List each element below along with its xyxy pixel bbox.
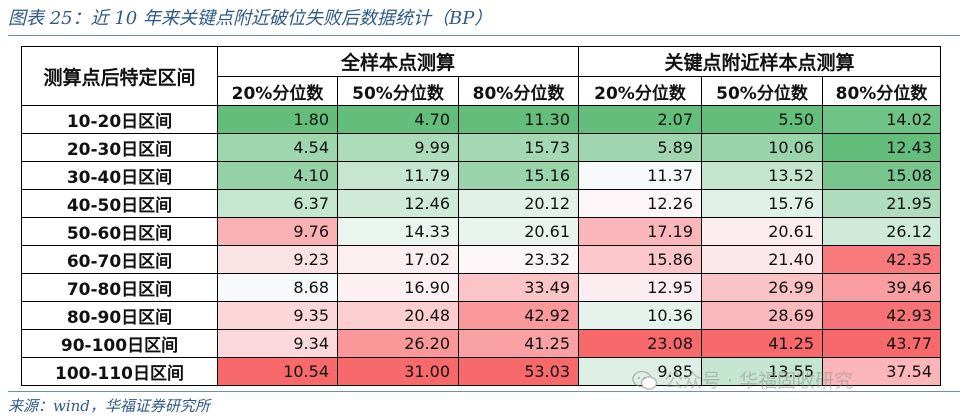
value-cell: 21.40	[701, 245, 823, 274]
table-row: 50-60日区间 9.76 14.33 20.61 17.19 20.61 26.12	[21, 217, 941, 246]
value-cell: 20.61	[701, 217, 823, 246]
value-cell: 2.07	[578, 105, 702, 134]
value-cell: 12.95	[578, 273, 702, 302]
value-cell: 11.37	[578, 161, 702, 190]
row-label: 30-40日区间	[21, 161, 218, 190]
value-cell: 10.54	[217, 357, 338, 386]
row-header: 测算点后特定区间	[21, 46, 218, 106]
value-cell: 23.08	[578, 329, 702, 358]
value-cell: 4.54	[217, 133, 338, 162]
value-cell: 39.46	[822, 273, 941, 302]
value-cell: 42.93	[822, 301, 941, 330]
value-cell: 28.69	[701, 301, 823, 330]
value-cell: 1.80	[217, 105, 338, 134]
table-row: 40-50日区间 6.37 12.46 20.12 12.26 15.76 21.95	[21, 189, 941, 218]
value-cell: 26.20	[337, 329, 459, 358]
watermark-text: 公众号 · 华福固收研究	[664, 370, 854, 392]
value-cell: 11.79	[337, 161, 459, 190]
value-cell: 12.43	[822, 133, 941, 162]
value-cell: 13.55	[701, 357, 823, 386]
subheader-5: 80%分位数	[822, 76, 941, 106]
value-cell: 53.03	[458, 357, 579, 386]
bottom-rule	[8, 391, 960, 392]
value-cell: 4.70	[337, 105, 459, 134]
value-cell: 4.10	[217, 161, 338, 190]
group-header-key-point-sample: 关键点附近样本点测算	[578, 46, 941, 77]
row-label: 70-80日区间	[21, 273, 218, 302]
value-cell: 14.33	[337, 217, 459, 246]
value-cell: 12.46	[337, 189, 459, 218]
value-cell: 31.00	[337, 357, 459, 386]
value-cell: 15.73	[458, 133, 579, 162]
value-cell: 43.77	[822, 329, 941, 358]
value-cell: 9.35	[217, 301, 338, 330]
row-label: 60-70日区间	[21, 245, 218, 274]
value-cell: 10.06	[701, 133, 823, 162]
wechat-icon	[632, 370, 658, 390]
value-cell: 5.89	[578, 133, 702, 162]
value-cell: 6.37	[217, 189, 338, 218]
source-note: 来源：wind，华福证券研究所	[8, 397, 210, 415]
value-cell: 11.30	[458, 105, 579, 134]
table-row: 60-70日区间 9.23 17.02 23.32 15.86 21.40 42.35	[21, 245, 941, 274]
row-label: 100-110日区间	[21, 357, 218, 386]
value-cell: 17.02	[337, 245, 459, 274]
watermark: 公众号 · 华福固收研究	[632, 368, 853, 394]
table-row: 10-20日区间 1.80 4.70 11.30 2.07 5.50 14.02	[21, 105, 941, 134]
value-cell: 33.49	[458, 273, 579, 302]
value-cell: 9.76	[217, 217, 338, 246]
table-row: 70-80日区间 8.68 16.90 33.49 12.95 26.99 39.46	[21, 273, 941, 302]
value-cell: 9.99	[337, 133, 459, 162]
value-cell: 15.08	[822, 161, 941, 190]
subheader-4: 50%分位数	[701, 76, 823, 106]
value-cell: 5.50	[701, 105, 823, 134]
table-row: 20-30日区间 4.54 9.99 15.73 5.89 10.06 12.43	[21, 133, 941, 162]
value-cell: 9.23	[217, 245, 338, 274]
table-row: 30-40日区间 4.10 11.79 15.16 11.37 13.52 15.08	[21, 161, 941, 190]
value-cell: 26.12	[822, 217, 941, 246]
row-label: 20-30日区间	[21, 133, 218, 162]
value-cell: 37.54	[822, 357, 941, 386]
statistics-table: 测算点后特定区间 全样本点测算 关键点附近样本点测算 20%分位数 50%分位数 8…	[21, 46, 941, 386]
value-cell: 15.76	[701, 189, 823, 218]
value-cell: 20.48	[337, 301, 459, 330]
group-header-full-sample: 全样本点测算	[217, 46, 579, 77]
value-cell: 20.61	[458, 217, 579, 246]
value-cell: 41.25	[458, 329, 579, 358]
value-cell: 23.32	[458, 245, 579, 274]
value-cell: 41.25	[701, 329, 823, 358]
value-cell: 17.19	[578, 217, 702, 246]
table-row: 80-90日区间 9.35 20.48 42.92 10.36 28.69 42.93	[21, 301, 941, 330]
top-rule	[8, 35, 960, 36]
row-label: 10-20日区间	[21, 105, 218, 134]
subheader-1: 50%分位数	[337, 76, 459, 106]
value-cell: 42.35	[822, 245, 941, 274]
value-cell: 42.92	[458, 301, 579, 330]
value-cell: 9.34	[217, 329, 338, 358]
value-cell: 14.02	[822, 105, 941, 134]
subheader-3: 20%分位数	[578, 76, 702, 106]
value-cell: 26.99	[701, 273, 823, 302]
figure-title: 图表 25：近 10 年来关键点附近破位失败后数据统计（BP）	[8, 8, 493, 29]
row-label: 40-50日区间	[21, 189, 218, 218]
row-label: 50-60日区间	[21, 217, 218, 246]
value-cell: 15.86	[578, 245, 702, 274]
subheader-0: 20%分位数	[217, 76, 338, 106]
value-cell: 20.12	[458, 189, 579, 218]
table-row: 100-110日区间 10.54 31.00 53.03 9.85 13.55 37.54	[21, 357, 941, 386]
row-label: 90-100日区间	[21, 329, 218, 358]
value-cell: 12.26	[578, 189, 702, 218]
value-cell: 16.90	[337, 273, 459, 302]
table-row: 90-100日区间 9.34 26.20 41.25 23.08 41.25 43.77	[21, 329, 941, 358]
row-label: 80-90日区间	[21, 301, 218, 330]
value-cell: 15.16	[458, 161, 579, 190]
subheader-2: 80%分位数	[458, 76, 579, 106]
value-cell: 13.52	[701, 161, 823, 190]
value-cell: 10.36	[578, 301, 702, 330]
value-cell: 21.95	[822, 189, 941, 218]
value-cell: 8.68	[217, 273, 338, 302]
